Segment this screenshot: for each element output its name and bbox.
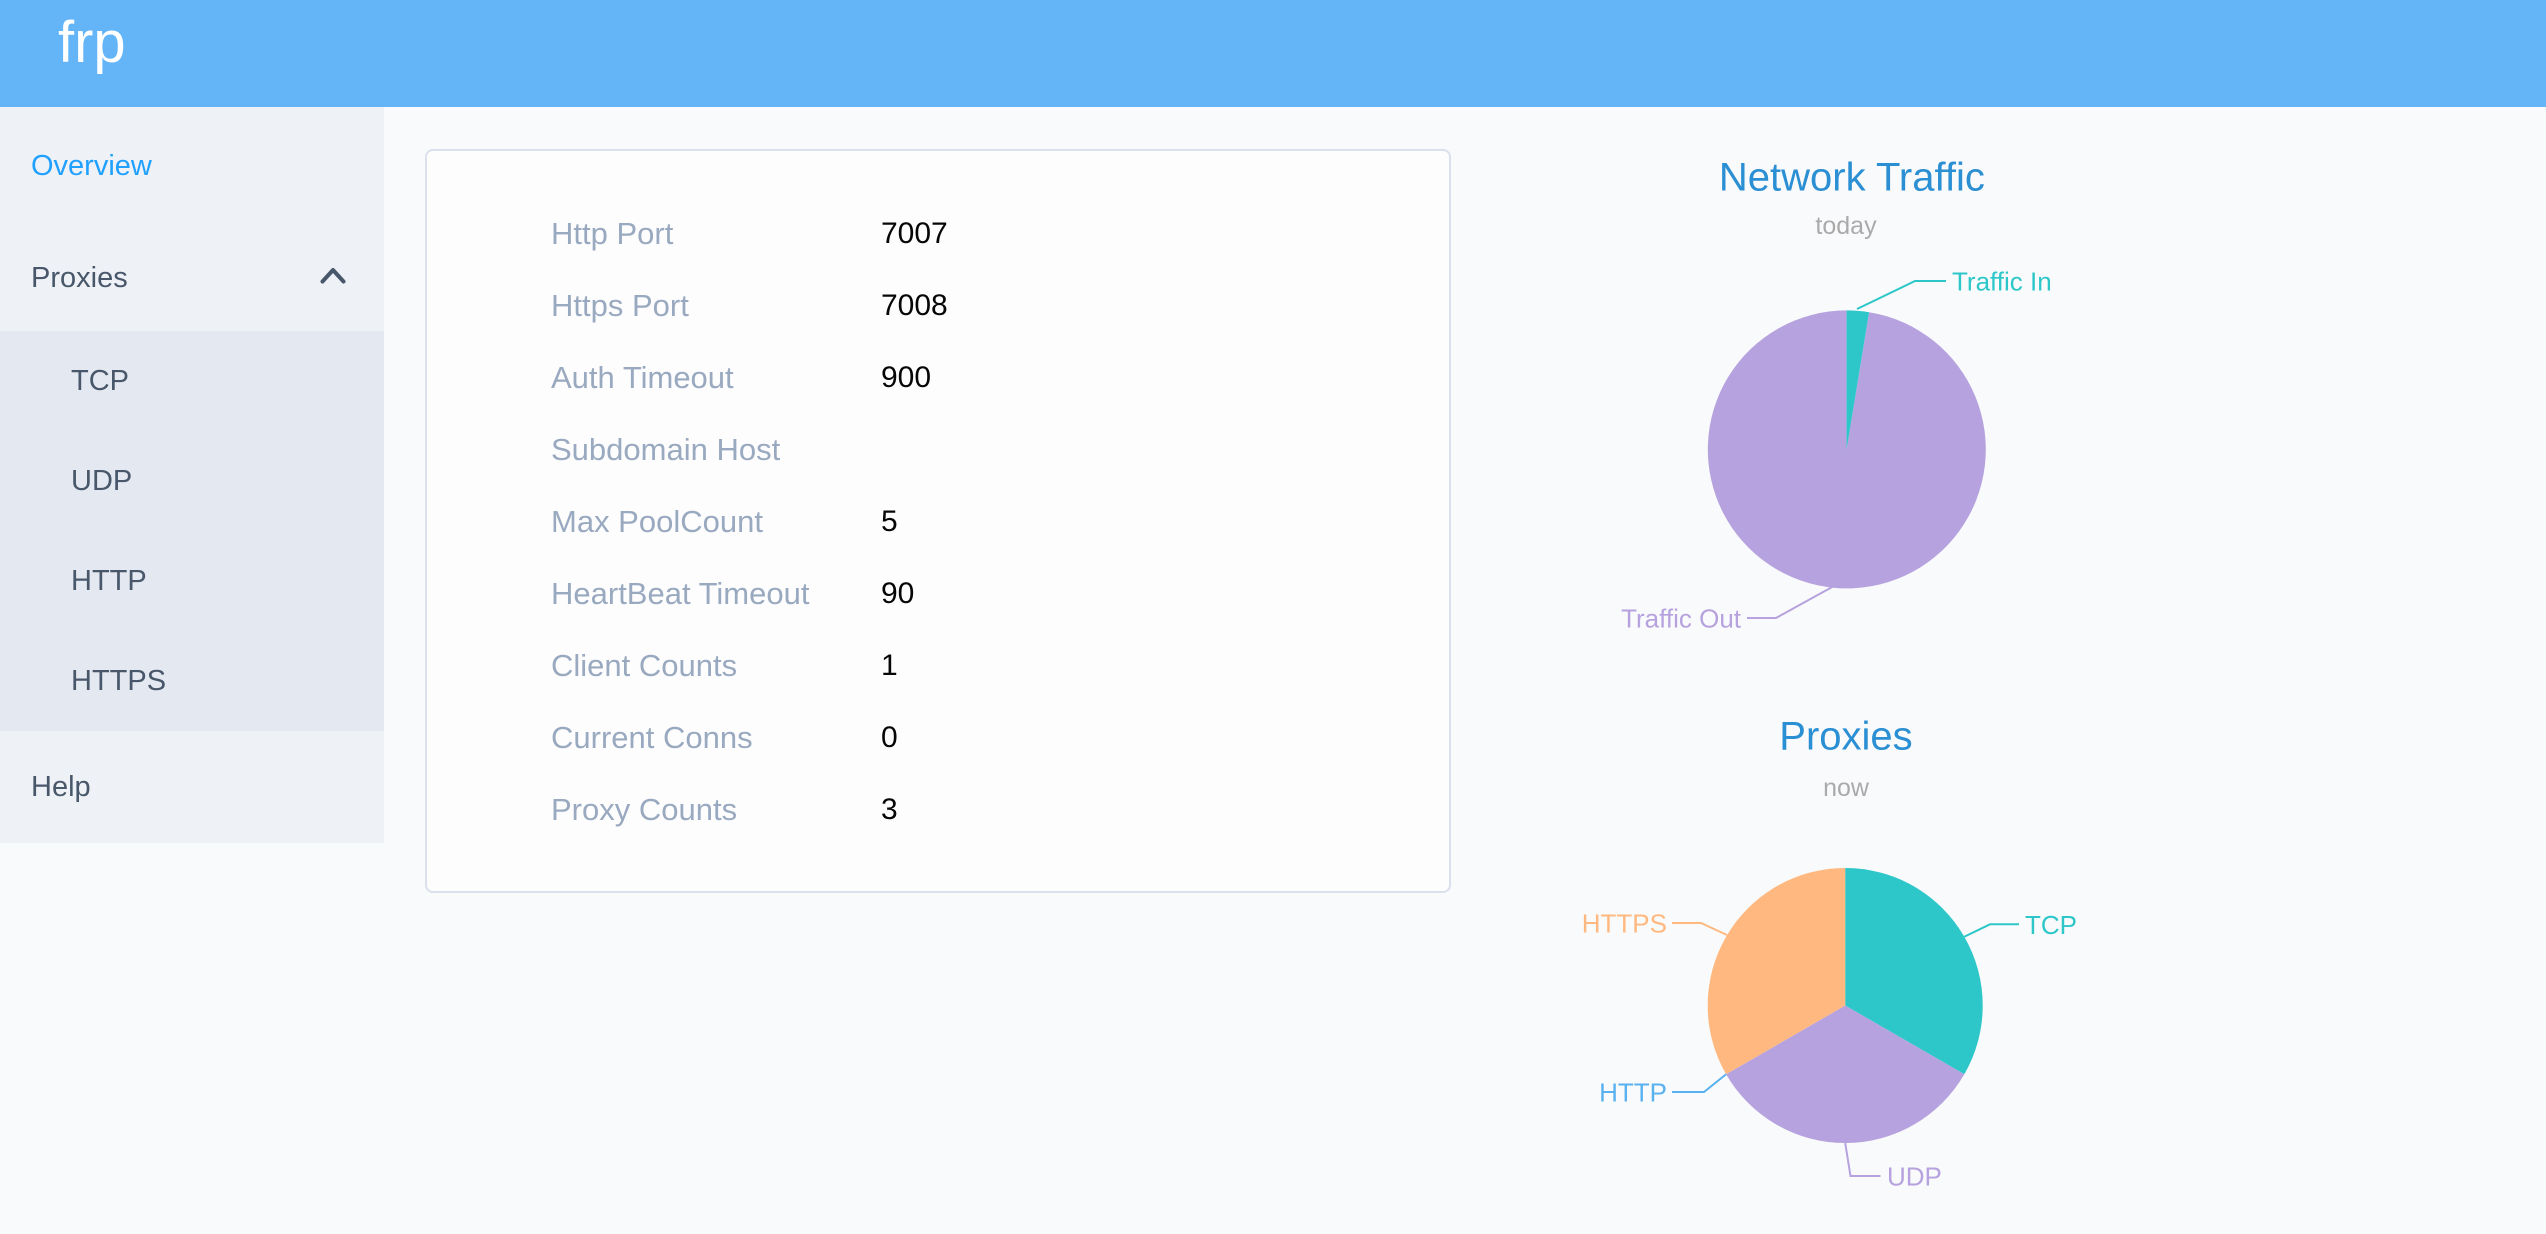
svg-text:Traffic In: Traffic In [1952, 266, 2052, 296]
svg-text:HTTP: HTTP [1599, 1078, 1667, 1108]
svg-text:UDP: UDP [1887, 1162, 1942, 1192]
svg-text:HTTPS: HTTPS [1582, 909, 1667, 939]
svg-text:TCP: TCP [2025, 910, 2077, 940]
svg-text:Traffic Out: Traffic Out [1621, 603, 1742, 633]
svg-text:today: today [1815, 212, 1877, 240]
svg-text:Network Traffic: Network Traffic [1719, 155, 1985, 199]
svg-text:Proxies: Proxies [1779, 714, 1912, 758]
svg-text:now: now [1823, 774, 1870, 802]
